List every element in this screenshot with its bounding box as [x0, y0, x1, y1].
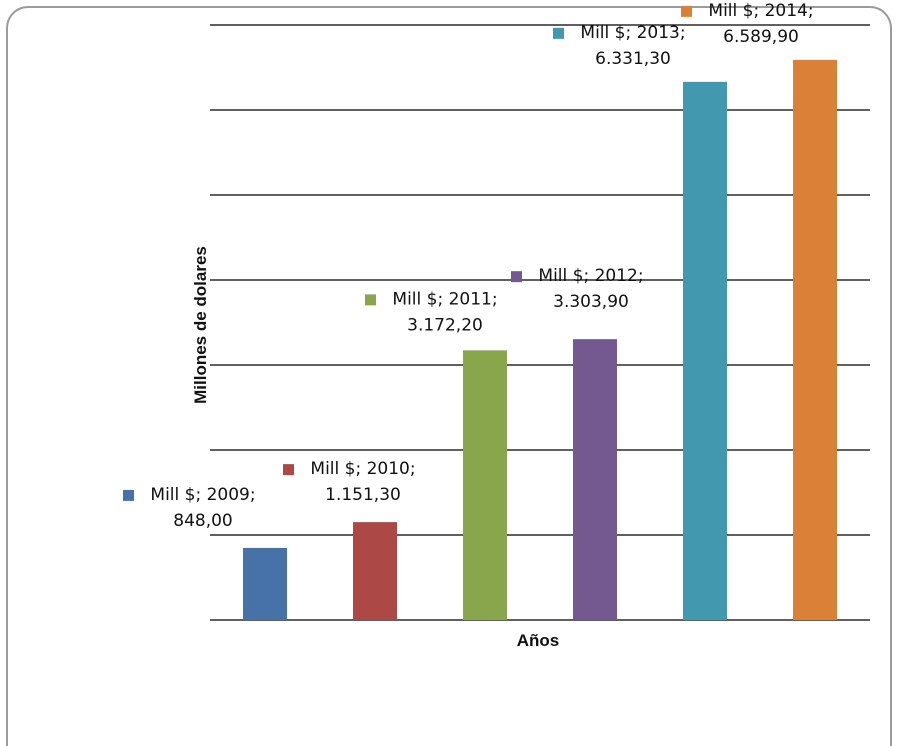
data-label-value: 3.172,20 [407, 315, 483, 335]
data-label-value: 848,00 [173, 511, 232, 531]
legend-key [511, 271, 522, 283]
data-label-line: Mill $; 2013; [580, 23, 685, 43]
legend-key [553, 27, 564, 39]
y-axis-title: Millones de dolares [191, 246, 210, 404]
data-label-2014: Mill $; 2014; 6.589,90 [681, 1, 814, 47]
bars [243, 59, 837, 621]
data-label-2010: Mill $; 2010; 1.151,30 [283, 459, 416, 505]
bar-2009 [243, 547, 287, 620]
data-label-2013: Mill $; 2013; 6.331,30 [553, 23, 686, 69]
data-label-line: Mill $; 2012; [538, 266, 643, 286]
legend-key [681, 5, 692, 17]
bar-2014 [793, 59, 837, 620]
gridlines [210, 24, 870, 621]
bar-2013 [683, 81, 727, 621]
legend-key [283, 464, 294, 476]
legend-key [365, 294, 376, 306]
data-label-2011: Mill $; 2011; 3.172,20 [365, 289, 498, 335]
data-label-value: 6.331,30 [595, 49, 671, 69]
data-label-value: 1.151,30 [325, 485, 401, 505]
data-label-line: Mill $; 2011; [392, 289, 497, 309]
bar-2010 [353, 522, 397, 620]
bar-2011 [463, 350, 507, 620]
data-label-line: Mill $; 2009; [150, 485, 255, 505]
chart-frame [6, 6, 892, 746]
data-labels: Mill $; 2009; 848,00 Mill $; 2010; 1.151,30… [123, 1, 814, 531]
data-label-value: 6.589,90 [723, 27, 799, 47]
data-label-value: 3.303,90 [553, 292, 629, 312]
legend-key [123, 489, 134, 501]
data-label-2009: Mill $; 2009; 848,00 [123, 485, 256, 531]
x-axis-title: Años [517, 631, 560, 650]
data-label-line: Mill $; 2010; [310, 459, 415, 479]
data-label-2012: Mill $; 2012; 3.303,90 [511, 266, 644, 312]
bar-2012 [573, 339, 617, 620]
data-label-line: Mill $; 2014; [708, 1, 813, 21]
